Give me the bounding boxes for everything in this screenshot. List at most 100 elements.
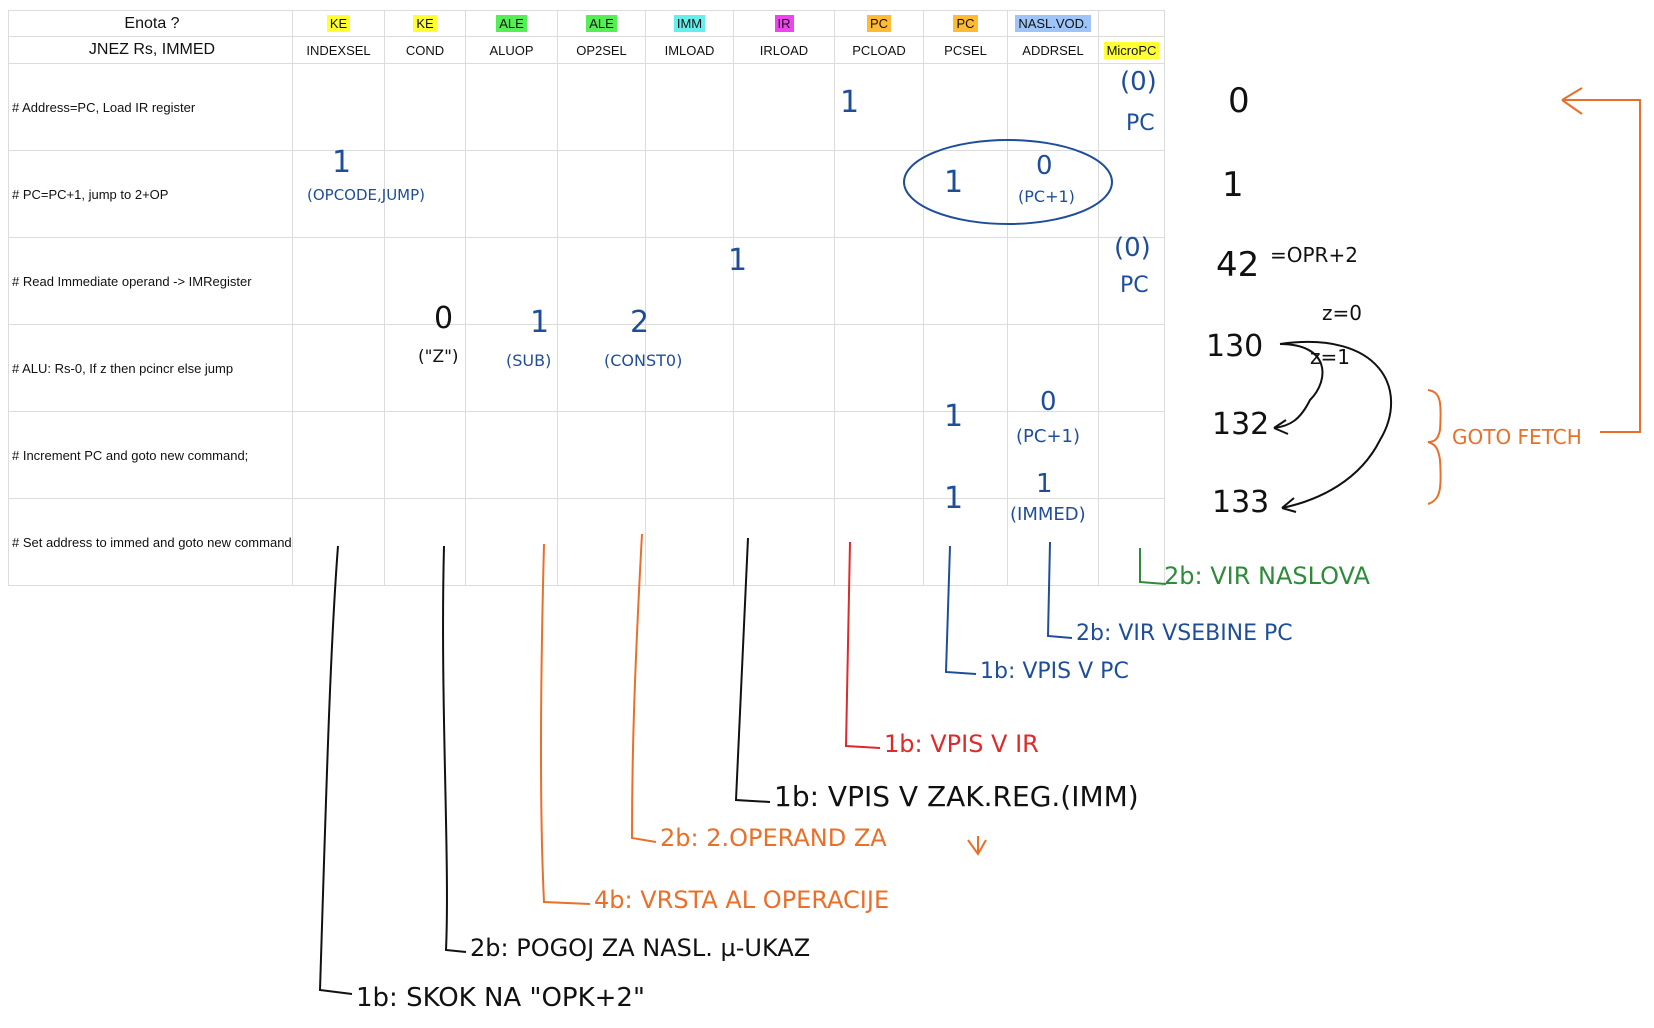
unit-tag: KE [413, 15, 437, 32]
unit-cell-micropc[interactable] [1098, 10, 1165, 37]
step-comment[interactable]: # Increment PC and goto new command; [8, 411, 293, 499]
step-comment[interactable]: # ALU: Rs-0, If z then pcincr else jump [8, 324, 293, 412]
step-row: # Address=PC, Load IR register [8, 63, 1165, 151]
unit-tag: ALE [586, 15, 617, 32]
arrow-z0-head [1281, 497, 1297, 513]
leader-irload [844, 541, 881, 749]
cell[interactable] [557, 324, 646, 412]
cell[interactable] [384, 411, 466, 499]
leader-pcload [944, 545, 977, 675]
cell[interactable] [834, 63, 924, 151]
unit-tag: PC [866, 15, 892, 32]
cell[interactable] [645, 498, 734, 586]
arrow-z1 [1273, 343, 1324, 429]
leader-aluop [540, 543, 591, 905]
unit-tag: IMM [673, 15, 706, 32]
goto-fetch-arrow-head [1561, 87, 1583, 115]
hw-row2-pcsel: 0 [1036, 151, 1053, 181]
step-row: # ALU: Rs-0, If z then pcincr else jump [8, 324, 1165, 412]
cell[interactable] [1007, 237, 1099, 325]
micropc-header-cell[interactable]: MicroPC [1098, 36, 1165, 64]
cell[interactable] [384, 237, 466, 325]
unit-cell-imload[interactable]: IMM [645, 10, 734, 37]
hw-row2-indexsel: 1 [332, 145, 351, 180]
signal-header[interactable]: INDEXSEL [292, 36, 385, 64]
signal-header[interactable]: PCSEL [923, 36, 1008, 64]
legend-pcload: 1b: VPIS V PC [980, 659, 1129, 684]
hw-row1-addrsel-note: PC [1126, 111, 1155, 136]
unit-label-cell[interactable]: Enota ? [8, 10, 293, 37]
hw-row1-irload: 1 [840, 85, 859, 120]
cell[interactable] [557, 498, 646, 586]
hw-row4-cond: 0 [434, 301, 453, 336]
cell[interactable] [384, 150, 466, 238]
cell[interactable] [1098, 63, 1165, 151]
unit-cell-cond[interactable]: KE [384, 10, 466, 37]
cell[interactable] [834, 237, 924, 325]
hw-row5-pcsel-note: (PC+1) [1016, 426, 1080, 447]
goto-fetch-label: GOTO FETCH [1452, 425, 1582, 449]
cell[interactable] [1098, 411, 1165, 499]
cell[interactable] [923, 237, 1008, 325]
unit-cell-pcload[interactable]: PC [834, 10, 924, 37]
cell[interactable] [923, 411, 1008, 499]
unit-cell-op2sel[interactable]: ALE [557, 10, 646, 37]
cell[interactable] [557, 150, 646, 238]
cell[interactable] [292, 237, 385, 325]
hw-row4-aluop-note: (SUB) [506, 351, 551, 370]
hw-micropc-row3: 42 [1216, 245, 1259, 285]
goto-fetch-arrow [1562, 99, 1641, 433]
legend-imload: 1b: VPIS V ZAK.REG.(IMM) [774, 780, 1139, 813]
step-comment[interactable]: # PC=PC+1, jump to 2+OP [8, 150, 293, 238]
legend-cond: 2b: POGOJ ZA NASL. µ-UKAZ [470, 934, 810, 962]
signal-header[interactable]: PCLOAD [834, 36, 924, 64]
step-row: # Set address to immed and goto new comm… [8, 498, 1165, 586]
hw-row6-pcsel: 1 [1036, 469, 1053, 499]
unit-tag: ALE [496, 15, 527, 32]
hw-row2-pcload: 1 [944, 165, 963, 200]
cell[interactable] [834, 324, 924, 412]
microcode-table: Enota ? KE KE ALE ALE IMM IR PC PC NASL.… [8, 10, 1165, 586]
signal-header[interactable]: IRLOAD [733, 36, 835, 64]
leader-op2sel [630, 533, 657, 843]
unit-cell-indexsel[interactable]: KE [292, 10, 385, 37]
hw-micropc-row4: 130 [1206, 329, 1263, 364]
cell[interactable] [733, 237, 835, 325]
cell[interactable] [557, 63, 646, 151]
step-comment[interactable]: # Read Immediate operand -> IMRegister [8, 237, 293, 325]
cell[interactable] [1098, 237, 1165, 325]
cell[interactable] [1098, 498, 1165, 586]
hw-row2-pcsel-note: (PC+1) [1018, 187, 1075, 206]
unit-tag: PC [953, 15, 978, 32]
cell[interactable] [557, 411, 646, 499]
cell[interactable] [1007, 498, 1099, 586]
branch-arrows [1273, 341, 1393, 513]
cell[interactable] [557, 237, 646, 325]
cell[interactable] [465, 150, 558, 238]
hw-circle [903, 139, 1113, 225]
cell[interactable] [733, 498, 835, 586]
signal-header[interactable]: IMLOAD [645, 36, 734, 64]
cell[interactable] [384, 63, 466, 151]
instruction-cell[interactable]: JNEZ Rs, IMMED [8, 36, 293, 64]
hw-micropc-row3-note: =OPR+2 [1270, 243, 1358, 267]
hw-row6-pcsel-note: (IMMED) [1010, 504, 1086, 525]
cell[interactable] [1007, 324, 1099, 412]
unit-row: Enota ? KE KE ALE ALE IMM IR PC PC NASL.… [8, 10, 1165, 37]
cell[interactable] [465, 411, 558, 499]
leader-addrsel [1139, 548, 1167, 585]
unit-cell-aluop[interactable]: ALE [465, 10, 558, 37]
hw-row1-addrsel: (0) [1120, 67, 1157, 97]
cell[interactable] [465, 63, 558, 151]
cell[interactable] [1007, 63, 1099, 151]
cell[interactable] [834, 411, 924, 499]
cell[interactable] [292, 150, 385, 238]
leader-pcsel [1046, 541, 1073, 639]
cell[interactable] [733, 324, 835, 412]
legend-irload: 1b: VPIS V IR [884, 730, 1039, 758]
step-comment[interactable]: # Set address to immed and goto new comm… [8, 498, 293, 586]
hw-micropc-row6: 133 [1212, 485, 1269, 520]
cell[interactable] [384, 324, 466, 412]
cell[interactable] [1098, 324, 1165, 412]
hw-row3-imload: 1 [728, 243, 747, 278]
